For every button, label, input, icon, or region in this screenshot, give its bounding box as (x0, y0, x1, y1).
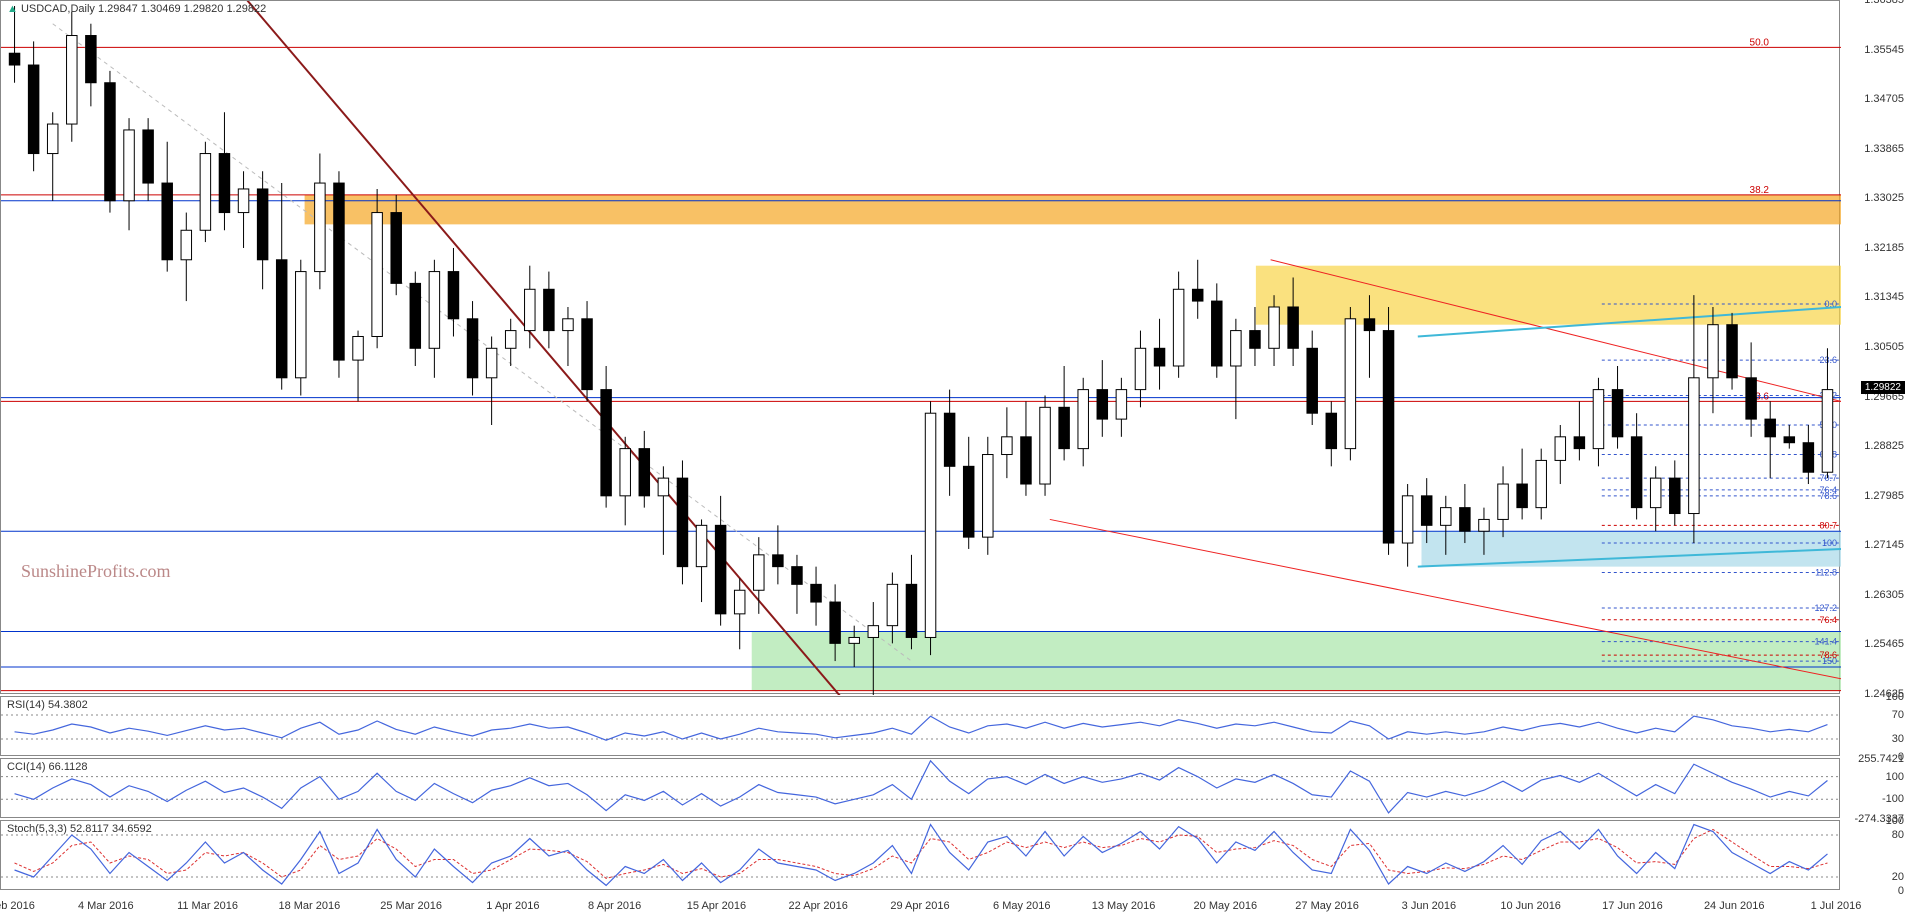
x-axis-dates: 26 Feb 20164 Mar 201611 Mar 201618 Mar 2… (0, 890, 1840, 918)
svg-text:78.6: 78.6 (1819, 491, 1837, 501)
svg-text:112.8: 112.8 (1815, 568, 1837, 578)
rsi-title: RSI(14) 54.3802 (7, 699, 88, 711)
rsi-panel[interactable]: RSI(14) 54.3802 (0, 696, 1840, 756)
svg-text:70.7: 70.7 (1819, 473, 1837, 483)
cci-svg (1, 759, 1841, 819)
svg-text:80.7: 80.7 (1819, 520, 1837, 530)
svg-text:100: 100 (1822, 538, 1837, 548)
svg-text:23.6: 23.6 (1819, 355, 1837, 365)
y-axis-price: 1.363851.355451.347051.338651.330251.321… (1842, 0, 1908, 694)
svg-text:38.2: 38.2 (1750, 185, 1770, 196)
current-price-tag: 1.29822 (1861, 381, 1905, 394)
cci-panel[interactable]: CCI(14) 66.1128 (0, 758, 1840, 818)
y-axis-cci: 255.7421100-100-274.3337 (1842, 758, 1908, 818)
stoch-panel[interactable]: Stoch(5,3,3) 52.8117 34.6592 (0, 820, 1840, 890)
cci-title: CCI(14) 66.1128 (7, 761, 88, 773)
chart-title: ▲ USDCAD,Daily 1.29847 1.30469 1.29820 1… (7, 3, 266, 15)
svg-text:76.4: 76.4 (1819, 615, 1837, 625)
svg-text:141.4: 141.4 (1814, 637, 1837, 647)
stoch-title: Stoch(5,3,3) 52.8117 34.6592 (7, 823, 152, 835)
rsi-svg (1, 697, 1841, 757)
svg-text:127.2: 127.2 (1814, 603, 1837, 613)
watermark: SunshineProfits.com (21, 561, 171, 582)
stoch-svg (1, 821, 1841, 891)
svg-text:78.6: 78.6 (1819, 650, 1837, 660)
svg-text:50.0: 50.0 (1750, 37, 1770, 48)
y-axis-stoch: 10080200 (1842, 820, 1908, 890)
main-price-chart[interactable]: ▲ USDCAD,Daily 1.29847 1.30469 1.29820 1… (0, 0, 1840, 694)
main-chart-svg: 50.038.223.60.023.638.250.061.870.776.47… (1, 1, 1841, 695)
y-axis-rsi: 10070300 (1842, 696, 1908, 756)
